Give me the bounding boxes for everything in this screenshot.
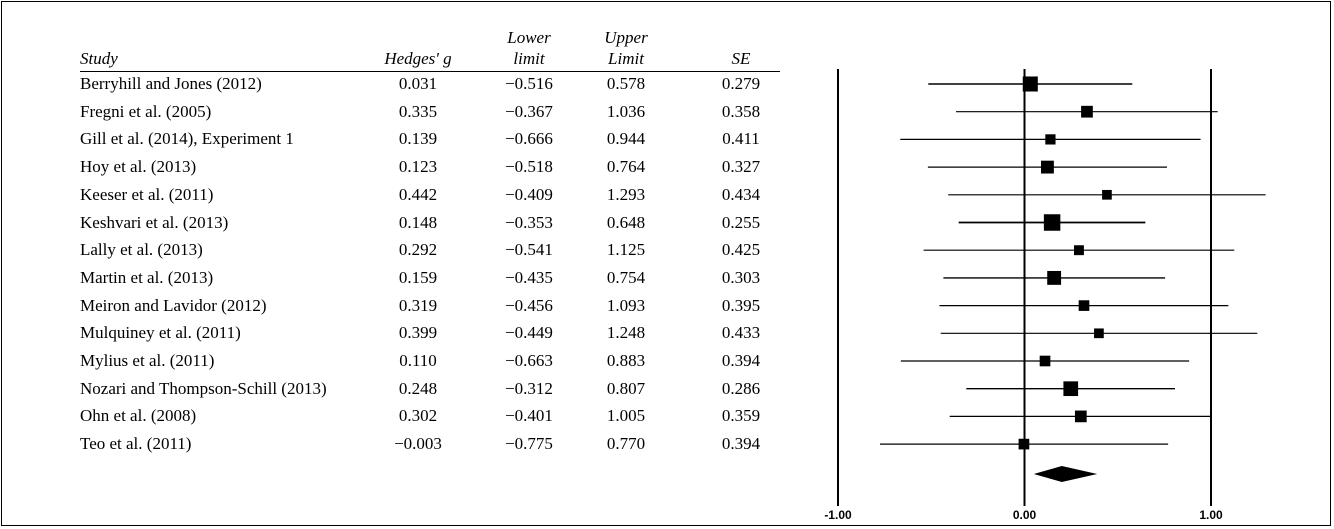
cell-lower: −0.666 [505, 129, 553, 149]
cell-se: 0.359 [721, 406, 761, 426]
cell-study: Ohn et al. (2008) [80, 406, 197, 426]
cell-lower: −0.663 [505, 351, 553, 370]
cell-lower: −0.353 [505, 212, 553, 232]
point-marker [1074, 245, 1084, 256]
cell-lower: −0.541 [505, 240, 553, 260]
cell-lower: −0.409 [505, 184, 553, 204]
cell-se: 0.279 [721, 74, 761, 93]
cell-g: 0.139 [398, 129, 438, 149]
cell-se: 0.433 [721, 323, 761, 343]
cell-g: 0.442 [398, 184, 438, 204]
cell-lower: −0.456 [505, 295, 553, 315]
cell-se: 0.255 [721, 212, 761, 232]
point-marker [1022, 76, 1038, 92]
x-tick-label: 1.00 [1199, 508, 1223, 522]
header-lower-bottom: limit [513, 49, 545, 68]
cell-lower: −0.401 [505, 406, 553, 426]
point-marker [1063, 381, 1079, 397]
cell-upper: 1.248 [606, 323, 646, 343]
header-upper-top: Upper [604, 28, 648, 47]
cell-g: 0.399 [398, 323, 438, 343]
cell-study: Keeser et al. (2011) [80, 184, 214, 204]
cell-lower: −0.775 [505, 434, 553, 454]
header-lower-top: Lower [507, 28, 551, 47]
x-tick-label: -1.00 [824, 508, 852, 522]
cell-lower: −0.312 [505, 378, 553, 398]
point-marker [1041, 160, 1054, 174]
cell-upper: 0.578 [606, 74, 646, 93]
header-se: SE [731, 49, 751, 68]
cell-upper: 1.036 [606, 101, 646, 121]
cell-se: 0.411 [722, 129, 760, 149]
cell-se: 0.434 [721, 184, 761, 204]
cell-lower: −0.449 [505, 323, 553, 343]
cell-g: 0.123 [398, 157, 438, 177]
cell-study: Berryhill and Jones (2012) [80, 74, 262, 93]
cell-upper: 1.125 [606, 240, 646, 260]
cell-study: Teo et al. (2011) [80, 434, 192, 454]
cell-g: 0.292 [398, 240, 438, 260]
cell-lower: −0.516 [505, 74, 553, 93]
cell-study: Fregni et al. (2005) [80, 101, 212, 121]
point-marker [1078, 300, 1090, 311]
cell-study: Martin et al. (2013) [80, 267, 214, 287]
cell-study: Keshvari et al. (2013) [80, 212, 229, 232]
cell-study: Mulquiney et al. (2011) [80, 323, 241, 343]
header-study: Study [80, 49, 118, 68]
cell-upper: 0.770 [606, 434, 646, 454]
x-tick-label: 0.00 [1013, 508, 1037, 522]
cell-study: Meiron and Lavidor (2012) [80, 295, 267, 315]
cell-upper: 0.807 [606, 378, 646, 398]
point-marker [1081, 105, 1093, 118]
point-marker [1094, 328, 1104, 339]
cell-se: 0.394 [721, 434, 761, 454]
cell-g: 0.335 [398, 101, 438, 121]
cell-upper: 0.883 [606, 351, 646, 370]
point-marker [1047, 270, 1062, 285]
cell-g: −0.003 [394, 434, 442, 454]
cell-se: 0.358 [721, 101, 761, 121]
cell-lower: −0.367 [505, 101, 553, 121]
cell-se: 0.425 [721, 240, 761, 260]
header-rule [80, 71, 780, 72]
cell-upper: 0.944 [606, 129, 646, 149]
cell-se: 0.286 [721, 378, 761, 398]
cell-study: Lally et al. (2013) [80, 240, 203, 260]
cell-se: 0.394 [721, 351, 761, 370]
cell-se: 0.395 [721, 295, 761, 315]
cell-study: Nozari and Thompson-Schill (2013) [80, 378, 327, 398]
cell-upper: 1.093 [606, 295, 646, 315]
cell-g: 0.302 [398, 406, 438, 426]
cell-lower: −0.518 [505, 157, 553, 177]
cell-g: 0.248 [398, 378, 438, 398]
cell-study: Gill et al. (2014), Experiment 1 [80, 129, 294, 149]
summary-diamond [1033, 466, 1098, 482]
point-marker [1018, 438, 1030, 450]
cell-g: 0.159 [398, 267, 438, 287]
cell-g: 0.031 [398, 74, 438, 93]
header-upper-bottom: Limit [608, 49, 644, 68]
cell-lower: −0.435 [505, 267, 553, 287]
cell-g: 0.319 [398, 295, 438, 315]
point-marker [1074, 410, 1087, 423]
cell-upper: 0.648 [606, 212, 646, 232]
cell-g: 0.110 [399, 351, 437, 370]
cell-se: 0.327 [721, 157, 761, 177]
cell-study: Hoy et al. (2013) [80, 157, 197, 177]
point-marker [1102, 189, 1112, 200]
point-marker [1039, 355, 1051, 367]
cell-upper: 0.764 [606, 157, 646, 177]
cell-upper: 0.754 [606, 267, 646, 287]
cell-upper: 1.005 [606, 406, 646, 426]
cell-g: 0.148 [398, 212, 438, 232]
point-marker [1043, 214, 1061, 231]
point-marker [1045, 134, 1056, 145]
cell-se: 0.303 [721, 267, 761, 287]
cell-upper: 1.293 [606, 184, 646, 204]
cell-study: Mylius et al. (2011) [80, 351, 215, 370]
header-hedges-g: Hedges' g [384, 49, 452, 68]
